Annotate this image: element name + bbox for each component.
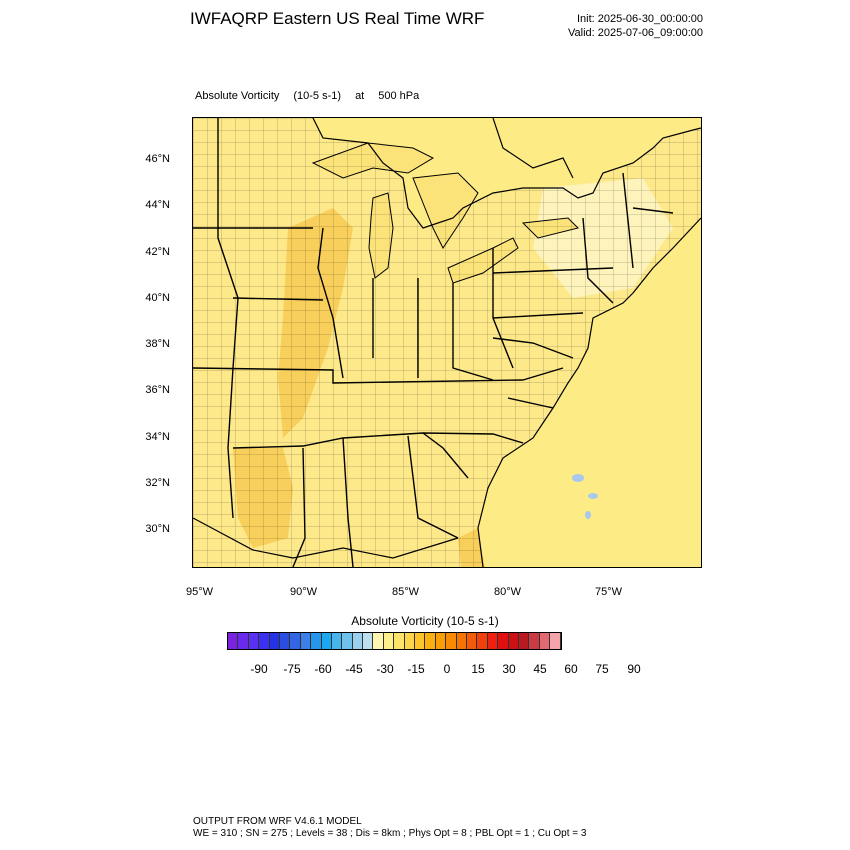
colorbar-swatch (477, 633, 488, 649)
lon-label: 80°W (494, 586, 522, 598)
colorbar-swatch (550, 633, 561, 649)
field-units: (10-5 s-1) (293, 90, 342, 102)
colorbar-swatch (311, 633, 322, 649)
field-name: Absolute Vorticity (195, 90, 280, 102)
colorbar-swatch (321, 633, 332, 649)
colorbar-swatch (446, 633, 457, 649)
colorbar-swatch (300, 633, 312, 649)
colorbar-swatch (456, 633, 467, 649)
lat-label: 40°N (145, 292, 170, 304)
lat-label: 46°N (145, 153, 170, 165)
negative-vorticity-spot (572, 474, 584, 482)
lon-label: 90°W (290, 586, 318, 598)
init-time: Init: 2025-06-30_00:00:00 (577, 13, 703, 25)
colorbar-swatch (279, 633, 291, 649)
colorbar-tick-label: 15 (471, 662, 485, 676)
lat-label: 32°N (145, 477, 170, 489)
colorbar-swatch (373, 633, 384, 649)
colorbar-tick-label: -90 (250, 662, 268, 676)
colorbar-swatch (331, 633, 343, 649)
colorbar (227, 632, 562, 650)
colorbar-tick-label: 45 (533, 662, 547, 676)
colorbar-swatch (487, 633, 499, 649)
negative-vorticity-spot (588, 493, 598, 499)
colorbar-tick-label: 60 (564, 662, 578, 676)
map-canvas (192, 117, 702, 568)
colorbar-swatch (466, 633, 478, 649)
colorbar-swatch (238, 633, 249, 649)
negative-vorticity-spot (585, 511, 591, 519)
colorbar-swatch (498, 633, 509, 649)
lat-label: 34°N (145, 431, 170, 443)
colorbar-swatch (508, 633, 519, 649)
coastline (192, 117, 702, 568)
plot-title: IWFAQRP Eastern US Real Time WRF (190, 9, 485, 28)
colorbar-swatch (363, 633, 374, 649)
colorbar-tick-label: 75 (595, 662, 609, 676)
lat-label: 36°N (145, 384, 170, 396)
colorbar-swatch (259, 633, 270, 649)
colorbar-title: Absolute Vorticity (10-5 s-1) (351, 614, 499, 628)
colorbar-tick-label: -45 (345, 662, 363, 676)
lon-label: 75°W (595, 586, 623, 598)
colorbar-swatch (539, 633, 551, 649)
colorbar-swatch (342, 633, 353, 649)
colorbar-swatch (435, 633, 447, 649)
lat-label: 38°N (145, 338, 170, 350)
colorbar-swatch (404, 633, 416, 649)
colorbar-swatch (228, 633, 239, 649)
colorbar-swatch (415, 633, 426, 649)
colorbar-tick-label: 0 (443, 662, 451, 676)
colorbar-tick-label: -60 (314, 662, 332, 676)
field-at: at (355, 90, 365, 102)
colorbar-tick-label: 30 (502, 662, 516, 676)
state-boundaries (192, 118, 674, 568)
lat-label: 42°N (145, 246, 170, 258)
colorbar-tick-label: -30 (376, 662, 394, 676)
colorbar-tick-label: -75 (283, 662, 301, 676)
lon-label: 95°W (186, 586, 214, 598)
colorbar-swatch (383, 633, 395, 649)
footer-config-line: WE = 310 ; SN = 275 ; Levels = 38 ; Dis … (193, 828, 587, 839)
footer-model-line: OUTPUT FROM WRF V4.6.1 MODEL (193, 816, 362, 827)
colorbar-swatch (529, 633, 540, 649)
colorbar-swatch (518, 633, 530, 649)
colorbar-swatch (394, 633, 405, 649)
field-label: Absolute Vorticity (10-5 s-1) at 500 hPa (195, 90, 433, 102)
colorbar-swatch (269, 633, 280, 649)
colorbar-swatch (425, 633, 436, 649)
lat-label: 44°N (145, 199, 170, 211)
colorbar-swatch (352, 633, 364, 649)
field-level: 500 hPa (378, 90, 420, 102)
colorbar-swatch (248, 633, 260, 649)
vorticity-map (192, 117, 702, 568)
county-boundaries (193, 118, 701, 567)
colorbar-swatch (290, 633, 301, 649)
colorbar-tick-label: -15 (407, 662, 425, 676)
lon-label: 85°W (392, 586, 420, 598)
valid-time: Valid: 2025-07-06_09:00:00 (568, 27, 703, 39)
colorbar-tick-label: 90 (627, 662, 641, 676)
lat-label: 30°N (145, 523, 170, 535)
